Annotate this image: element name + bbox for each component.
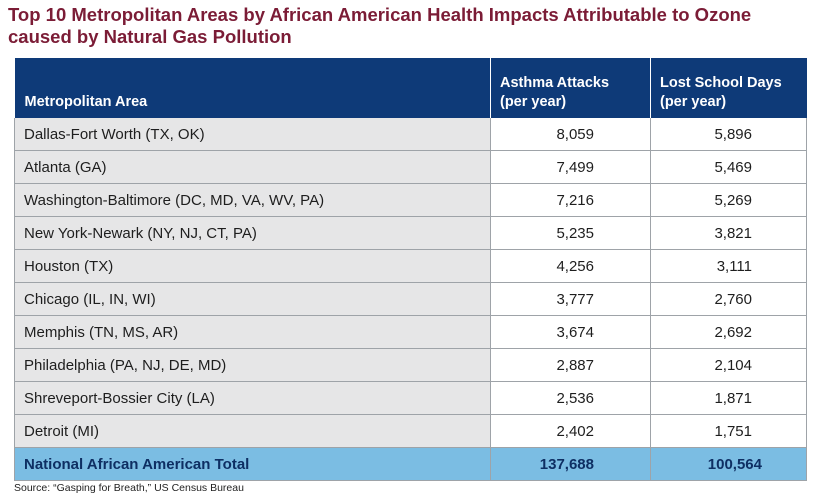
asthma-cell: 3,674 — [490, 315, 651, 349]
area-cell: Atlanta (GA) — [14, 150, 491, 184]
page-title: Top 10 Metropolitan Areas by African Ame… — [8, 4, 808, 48]
table-row: Philadelphia (PA, NJ, DE, MD) 2,887 2,10… — [14, 348, 807, 382]
title-line-1: Top 10 Metropolitan Areas by African Ame… — [8, 4, 752, 25]
table-row: Detroit (MI) 2,402 1,751 — [14, 414, 807, 448]
asthma-cell: 8,059 — [490, 118, 651, 151]
title-line-2: caused by Natural Gas Pollution — [8, 26, 292, 47]
table-row: Atlanta (GA) 7,499 5,469 — [14, 150, 807, 184]
header-asthma-attacks: Asthma Attacks (per year) — [490, 58, 651, 118]
school-days-cell: 1,751 — [650, 414, 807, 448]
table-row: Dallas-Fort Worth (TX, OK) 8,059 5,896 — [14, 118, 807, 151]
metro-areas-table: Metropolitan Area Asthma Attacks (per ye… — [14, 58, 807, 481]
area-cell: Memphis (TN, MS, AR) — [14, 315, 491, 349]
school-days-cell: 3,111 — [650, 249, 807, 283]
asthma-cell: 3,777 — [490, 282, 651, 316]
school-days-cell: 2,692 — [650, 315, 807, 349]
table-row: Chicago (IL, IN, WI) 3,777 2,760 — [14, 282, 807, 316]
header-metropolitan-area: Metropolitan Area — [14, 58, 491, 118]
asthma-cell: 2,536 — [490, 381, 651, 415]
asthma-cell: 2,887 — [490, 348, 651, 382]
asthma-cell: 7,499 — [490, 150, 651, 184]
area-cell: New York-Newark (NY, NJ, CT, PA) — [14, 216, 491, 250]
asthma-cell: 4,256 — [490, 249, 651, 283]
school-days-cell: 2,760 — [650, 282, 807, 316]
table-header-row: Metropolitan Area Asthma Attacks (per ye… — [14, 58, 807, 118]
total-school-days: 100,564 — [650, 447, 807, 481]
area-cell: Washington-Baltimore (DC, MD, VA, WV, PA… — [14, 183, 491, 217]
area-cell: Detroit (MI) — [14, 414, 491, 448]
school-days-cell: 5,269 — [650, 183, 807, 217]
area-cell: Dallas-Fort Worth (TX, OK) — [14, 118, 491, 151]
source-note: Source: “Gasping for Breath,” US Census … — [14, 482, 244, 494]
table-row: New York-Newark (NY, NJ, CT, PA) 5,235 3… — [14, 216, 807, 250]
school-days-cell: 2,104 — [650, 348, 807, 382]
table-row: Houston (TX) 4,256 3,111 — [14, 249, 807, 283]
total-row: National African American Total 137,688 … — [14, 447, 807, 481]
area-cell: Houston (TX) — [14, 249, 491, 283]
table-row: Memphis (TN, MS, AR) 3,674 2,692 — [14, 315, 807, 349]
school-days-cell: 1,871 — [650, 381, 807, 415]
asthma-cell: 5,235 — [490, 216, 651, 250]
area-cell: Chicago (IL, IN, WI) — [14, 282, 491, 316]
table-row: Shreveport-Bossier City (LA) 2,536 1,871 — [14, 381, 807, 415]
school-days-cell: 5,469 — [650, 150, 807, 184]
school-days-cell: 5,896 — [650, 118, 807, 151]
asthma-cell: 2,402 — [490, 414, 651, 448]
area-cell: Philadelphia (PA, NJ, DE, MD) — [14, 348, 491, 382]
header-lost-school-days: Lost School Days (per year) — [650, 58, 807, 118]
asthma-cell: 7,216 — [490, 183, 651, 217]
school-days-cell: 3,821 — [650, 216, 807, 250]
area-cell: Shreveport-Bossier City (LA) — [14, 381, 491, 415]
total-label: National African American Total — [14, 447, 491, 481]
table-row: Washington-Baltimore (DC, MD, VA, WV, PA… — [14, 183, 807, 217]
total-asthma: 137,688 — [490, 447, 651, 481]
